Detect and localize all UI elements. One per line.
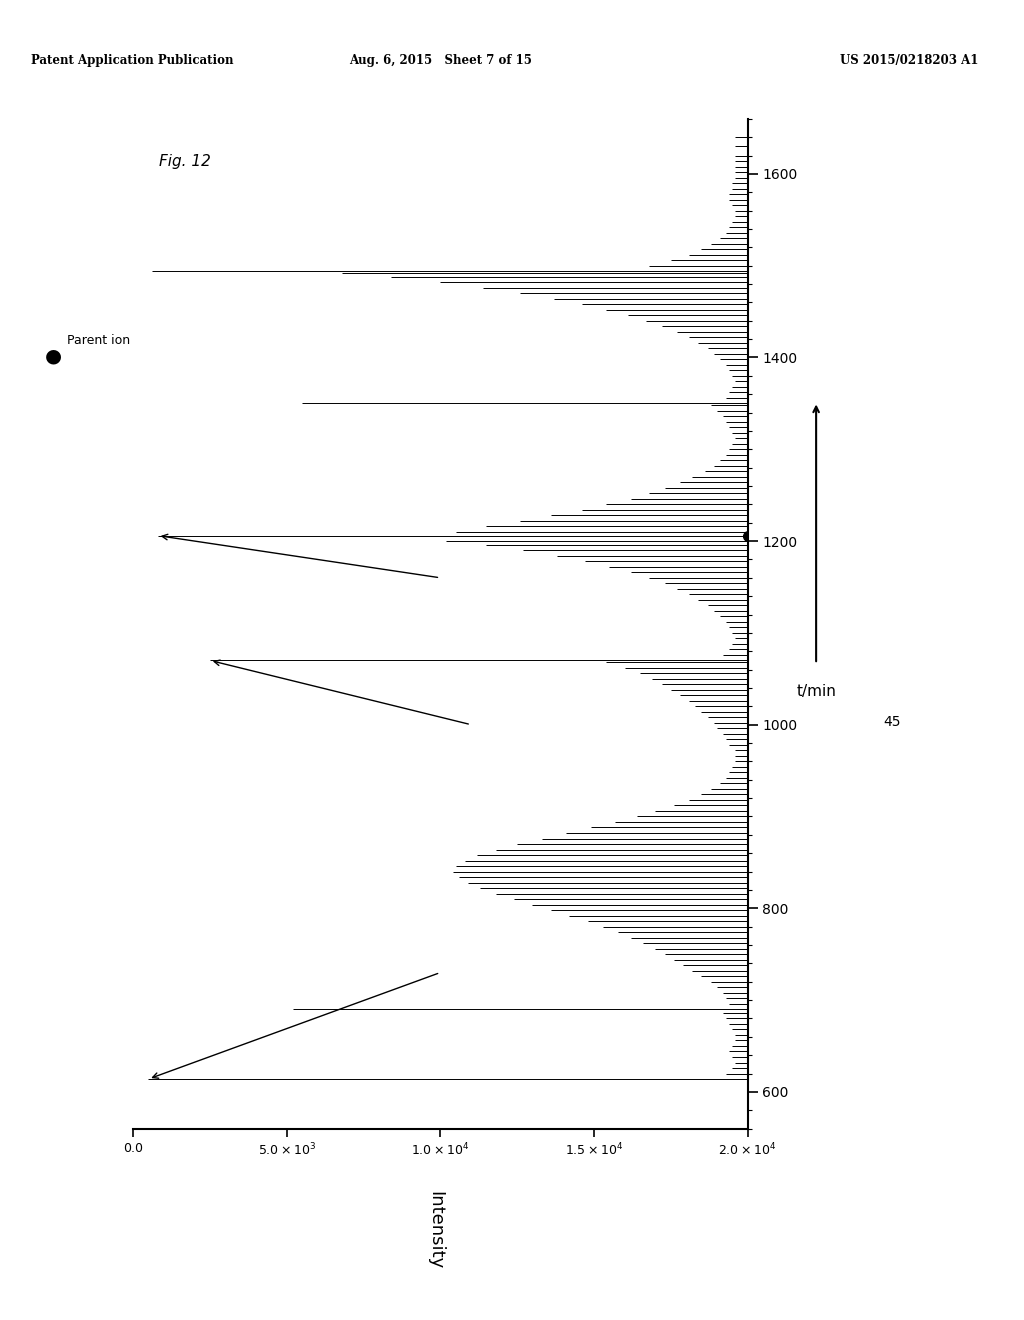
Text: US 2015/0218203 A1: US 2015/0218203 A1 bbox=[840, 54, 978, 67]
Text: ●: ● bbox=[45, 347, 61, 366]
Text: Patent Application Publication: Patent Application Publication bbox=[31, 54, 233, 67]
Text: t/min: t/min bbox=[797, 684, 836, 700]
Text: Fig. 12: Fig. 12 bbox=[159, 154, 211, 169]
Text: Parent ion: Parent ion bbox=[67, 334, 130, 347]
Text: Aug. 6, 2015   Sheet 7 of 15: Aug. 6, 2015 Sheet 7 of 15 bbox=[349, 54, 531, 67]
Text: Intensity: Intensity bbox=[426, 1191, 444, 1270]
Text: 45: 45 bbox=[884, 714, 901, 729]
